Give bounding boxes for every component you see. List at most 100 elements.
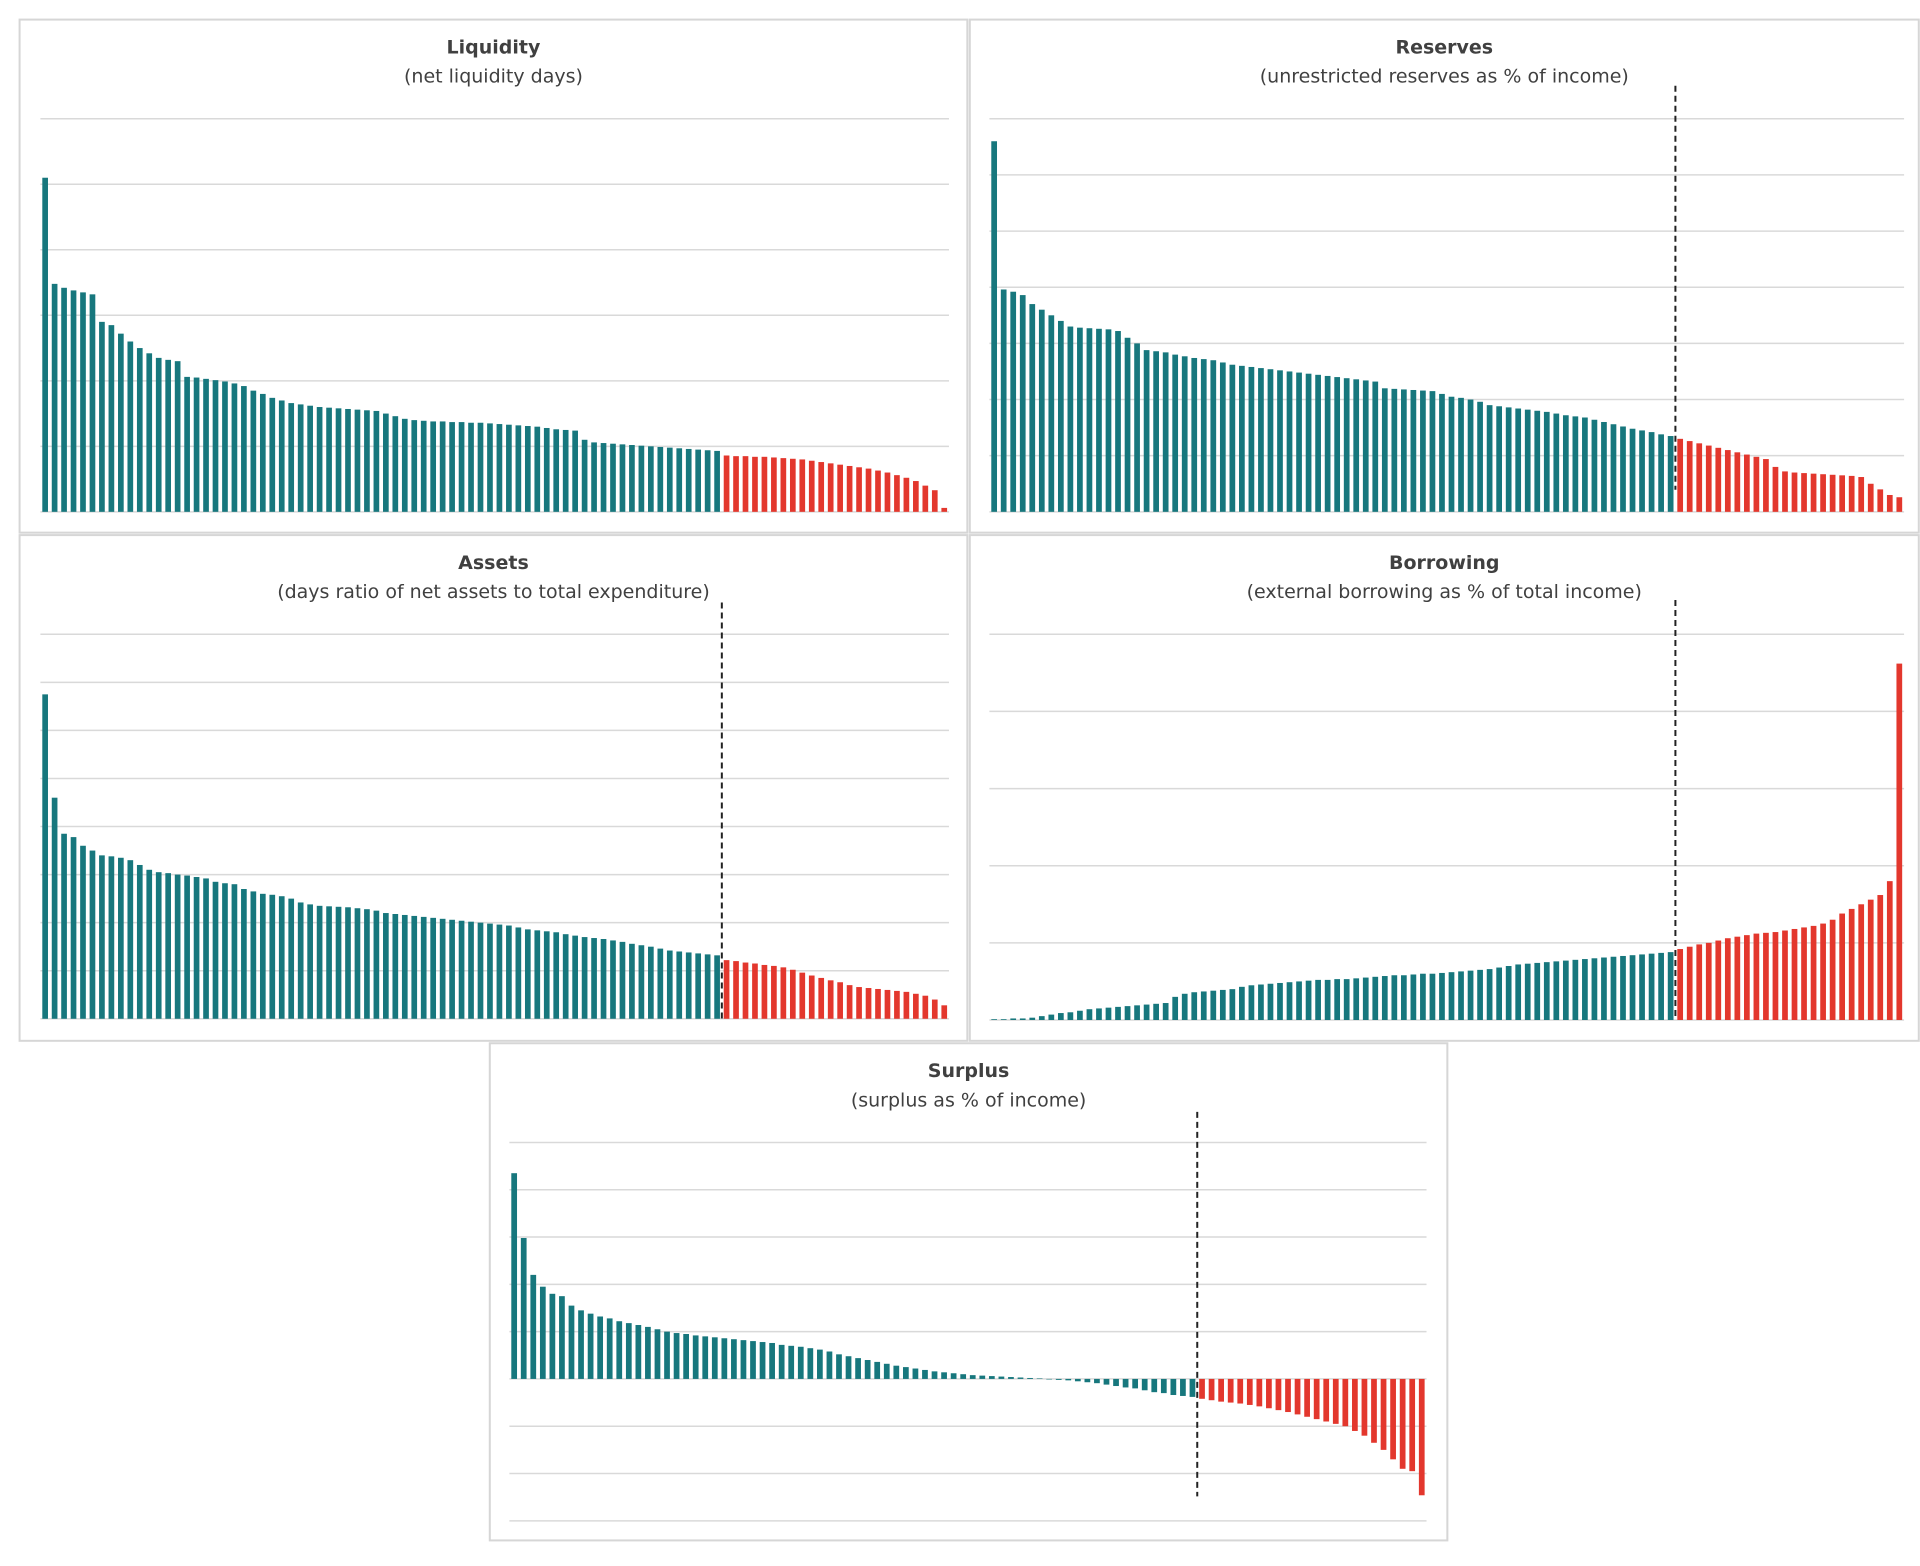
- panel-border: [18, 18, 969, 534]
- bar: [1008, 1377, 1014, 1379]
- bar: [1086, 1009, 1093, 1020]
- bar: [70, 837, 77, 1019]
- bar: [487, 923, 493, 1019]
- bar: [638, 445, 645, 512]
- bar: [562, 429, 569, 512]
- bar: [1858, 477, 1865, 512]
- bar: [1810, 473, 1817, 512]
- bar: [1610, 956, 1617, 1020]
- bar: [733, 456, 739, 512]
- bar: [1266, 1378, 1272, 1409]
- bar: [155, 872, 162, 1019]
- bar: [817, 1349, 823, 1379]
- bar: [1103, 1378, 1110, 1385]
- chart-title: Borrowing: [1389, 552, 1500, 574]
- bar: [496, 924, 503, 1019]
- bar: [1239, 365, 1245, 512]
- bar: [1256, 1378, 1263, 1407]
- bar: [307, 405, 313, 512]
- bar: [1582, 417, 1588, 512]
- bar: [1496, 967, 1502, 1020]
- bar: [1848, 475, 1855, 512]
- bar: [922, 995, 929, 1019]
- bar: [430, 917, 437, 1019]
- bar: [1153, 351, 1159, 512]
- bar: [543, 931, 550, 1019]
- bar: [1867, 483, 1874, 512]
- bar: [913, 993, 919, 1019]
- bar: [1772, 466, 1779, 512]
- bar: [998, 1376, 1005, 1379]
- bar: [1094, 1378, 1100, 1384]
- bar: [1361, 1378, 1368, 1436]
- bar: [1267, 983, 1274, 1020]
- bar: [364, 410, 370, 512]
- bar: [733, 961, 739, 1019]
- bar: [657, 948, 664, 1019]
- bar: [354, 908, 361, 1019]
- bar: [771, 965, 777, 1019]
- bar: [991, 1019, 998, 1020]
- bar: [326, 407, 332, 512]
- bar: [865, 468, 872, 512]
- bar: [837, 982, 843, 1019]
- bar: [606, 1318, 613, 1379]
- bar: [1189, 1378, 1196, 1397]
- bar: [1267, 369, 1274, 512]
- chart-title: Surplus: [928, 1060, 1010, 1082]
- bar: [534, 426, 541, 512]
- bar: [1820, 923, 1826, 1020]
- bar: [515, 425, 522, 512]
- bar: [1390, 1378, 1396, 1460]
- bar: [941, 1372, 947, 1379]
- bar: [1067, 326, 1074, 512]
- bar: [80, 845, 86, 1019]
- bar: [477, 422, 484, 512]
- bar: [1172, 996, 1179, 1020]
- bar: [1362, 380, 1369, 512]
- bar: [1801, 473, 1807, 512]
- bar: [1324, 979, 1331, 1020]
- bar: [1801, 927, 1807, 1020]
- bar: [530, 1274, 537, 1379]
- bar: [1601, 421, 1607, 512]
- bar: [99, 321, 105, 512]
- bar: [568, 1305, 575, 1379]
- bar: [1132, 1378, 1139, 1389]
- bar: [127, 860, 134, 1019]
- bar: [288, 403, 295, 512]
- bar: [212, 380, 219, 512]
- bar: [1000, 289, 1007, 512]
- bar: [316, 905, 323, 1019]
- bar: [108, 856, 115, 1019]
- chart-panel: Reserves (unrestricted reserves as % of i…: [968, 18, 1920, 534]
- bar: [1191, 992, 1198, 1020]
- bar: [875, 988, 881, 1019]
- bar: [392, 914, 399, 1019]
- bar: [1572, 416, 1579, 512]
- bar: [524, 929, 531, 1019]
- bar: [1160, 1378, 1167, 1394]
- bar: [856, 467, 862, 512]
- bar: [136, 348, 143, 512]
- bar: [297, 902, 304, 1019]
- bar: [1010, 1018, 1017, 1020]
- bar: [1677, 438, 1684, 512]
- bar: [1543, 411, 1550, 512]
- bar: [1724, 938, 1731, 1020]
- bar: [401, 418, 408, 512]
- bar: [587, 1313, 594, 1379]
- bar: [1074, 1378, 1081, 1382]
- bar: [683, 1333, 689, 1379]
- bar: [846, 985, 853, 1019]
- bar: [549, 1293, 556, 1379]
- bar: [1275, 1378, 1282, 1411]
- bar: [1401, 389, 1407, 512]
- bar: [883, 1363, 890, 1379]
- bar: [922, 1369, 928, 1379]
- bar: [1677, 949, 1684, 1020]
- bar: [1219, 989, 1226, 1020]
- bar: [789, 969, 796, 1019]
- bar: [600, 443, 607, 512]
- bar: [799, 459, 806, 512]
